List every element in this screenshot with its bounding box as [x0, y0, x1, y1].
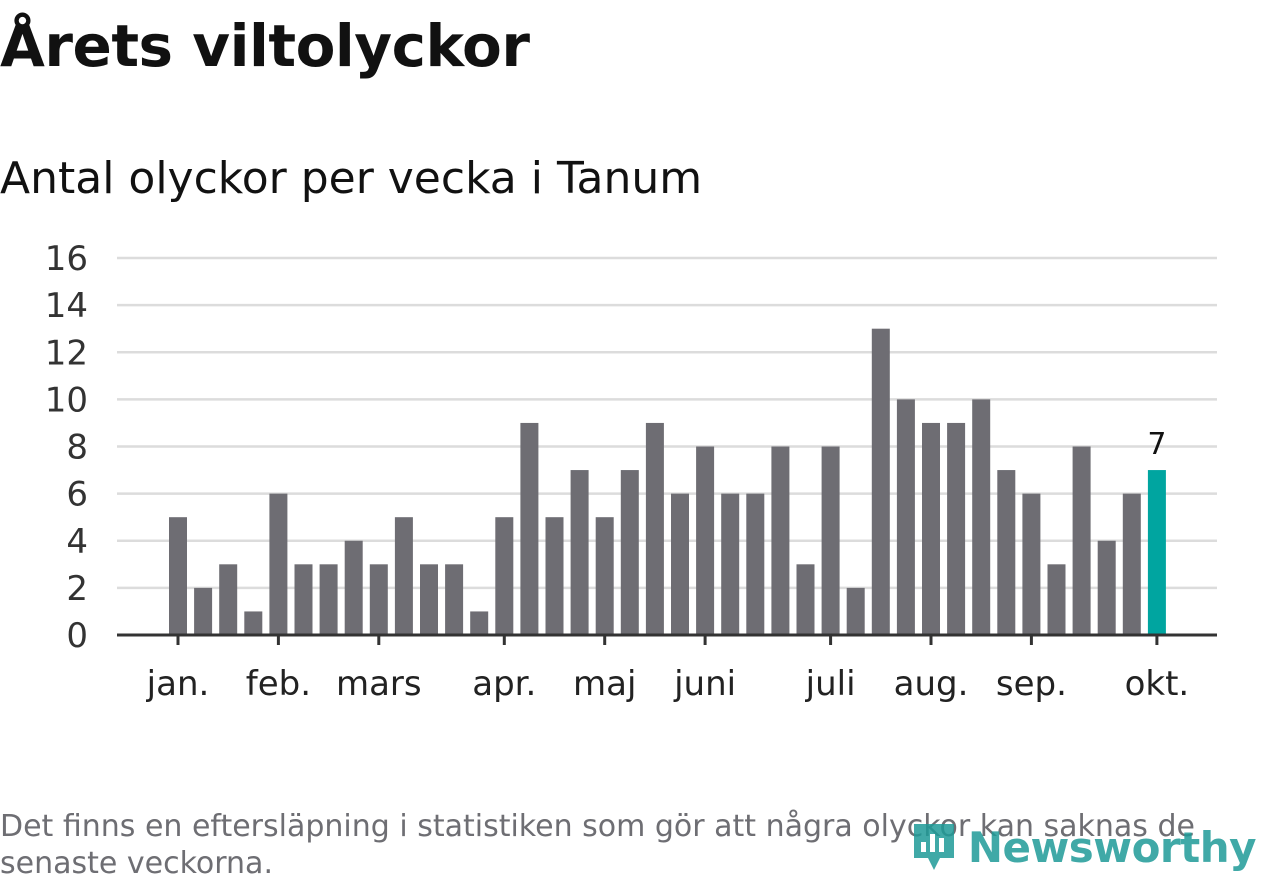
bar — [620, 470, 639, 635]
data-labels: 7 — [1147, 427, 1166, 462]
bars — [169, 328, 1166, 635]
bar-highlight — [1147, 470, 1166, 635]
bar — [294, 564, 313, 635]
bar — [545, 517, 564, 635]
x-tick-label: aug. — [894, 664, 969, 704]
bar — [896, 399, 915, 635]
bar — [1072, 446, 1091, 635]
data-label: 7 — [1147, 427, 1166, 462]
bar — [746, 493, 765, 635]
bar — [947, 422, 966, 635]
brand-name: Newsworthy — [967, 822, 1257, 872]
chart-pin-icon — [913, 824, 954, 870]
bar — [871, 328, 890, 635]
bar — [922, 422, 940, 635]
bar-chart: 0 2 4 6 8 10 12 14 16 jan. feb. mars apr. maj juni jul… — [45, 239, 1217, 704]
x-tick-label: mars — [336, 664, 422, 704]
bar — [1097, 540, 1116, 635]
newsworthy-logo[interactable]: Newsworthy — [910, 820, 1257, 874]
bar — [520, 422, 539, 635]
x-tick-label: feb. — [246, 664, 311, 704]
bar — [394, 517, 413, 635]
bar — [721, 493, 740, 635]
bar — [219, 564, 238, 635]
bar — [771, 446, 790, 635]
y-tick-label: 14 — [45, 286, 88, 326]
y-tick-label: 4 — [66, 522, 88, 562]
x-tick-label: okt. — [1125, 664, 1190, 704]
bar — [1047, 564, 1066, 635]
gridlines — [117, 256, 1217, 590]
chart-title: Årets viltolyckor — [0, 12, 530, 80]
bar — [194, 587, 213, 635]
bar — [244, 611, 263, 635]
bar — [319, 564, 338, 635]
bar — [1022, 493, 1041, 635]
x-tick-label: maj — [573, 664, 636, 704]
y-axis-tick-labels: 0 2 4 6 8 10 12 14 16 — [45, 239, 88, 656]
y-tick-label: 2 — [66, 569, 88, 609]
x-tick-label: sep. — [996, 664, 1067, 704]
bar — [570, 470, 589, 635]
bar — [671, 493, 689, 635]
bar — [821, 446, 840, 635]
bar — [595, 517, 614, 635]
bar — [169, 517, 187, 635]
chart-subtitle: Antal olyckor per vecka i Tanum — [0, 153, 703, 204]
footnote: Det finns en eftersläpning i statistiken… — [0, 809, 1195, 881]
bar — [495, 517, 514, 635]
bar — [972, 399, 991, 635]
y-tick-label: 0 — [66, 616, 88, 656]
y-tick-label: 10 — [45, 380, 88, 420]
bar — [420, 564, 438, 635]
bar — [696, 446, 715, 635]
bar — [344, 540, 363, 635]
x-tick-label: jan. — [146, 664, 210, 704]
y-tick-label: 16 — [45, 239, 88, 279]
x-axis-tick-labels: jan. feb. mars apr. maj juni juli aug. sep. okt. — [146, 664, 1190, 704]
bar — [369, 564, 388, 635]
bar — [846, 587, 865, 635]
bar — [796, 564, 815, 635]
bar — [269, 493, 288, 635]
y-tick-label: 6 — [66, 475, 88, 515]
x-tick-label: apr. — [472, 664, 536, 704]
x-axis — [117, 633, 1217, 645]
bar — [997, 470, 1016, 635]
x-tick-label: juli — [805, 664, 856, 704]
y-tick-label: 12 — [45, 333, 88, 373]
y-tick-label: 8 — [66, 428, 88, 468]
x-tick-label: juni — [673, 664, 736, 704]
bar — [645, 422, 664, 635]
bar — [1122, 493, 1141, 635]
bar — [445, 564, 464, 635]
bar — [470, 611, 489, 635]
